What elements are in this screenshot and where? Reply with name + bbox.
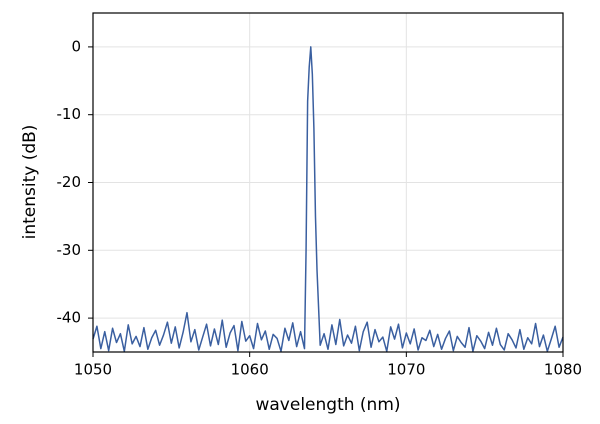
x-tick-label: 1050 <box>74 361 112 379</box>
plot-frame <box>92 12 564 353</box>
y-tick-label: 0 <box>71 37 81 55</box>
y-tick-label: -10 <box>57 105 82 123</box>
x-tick-label: 1080 <box>544 361 582 379</box>
x-axis-title: wavelength (nm) <box>255 395 400 415</box>
x-tick-label: 1070 <box>387 361 425 379</box>
y-tick-label: -40 <box>57 309 82 327</box>
y-axis-title: intensity (dB) <box>20 125 40 240</box>
x-tick-label: 1060 <box>231 361 269 379</box>
y-tick-label: -30 <box>57 241 82 259</box>
spectrum-line <box>92 46 564 353</box>
y-tick-label: -20 <box>57 173 82 191</box>
